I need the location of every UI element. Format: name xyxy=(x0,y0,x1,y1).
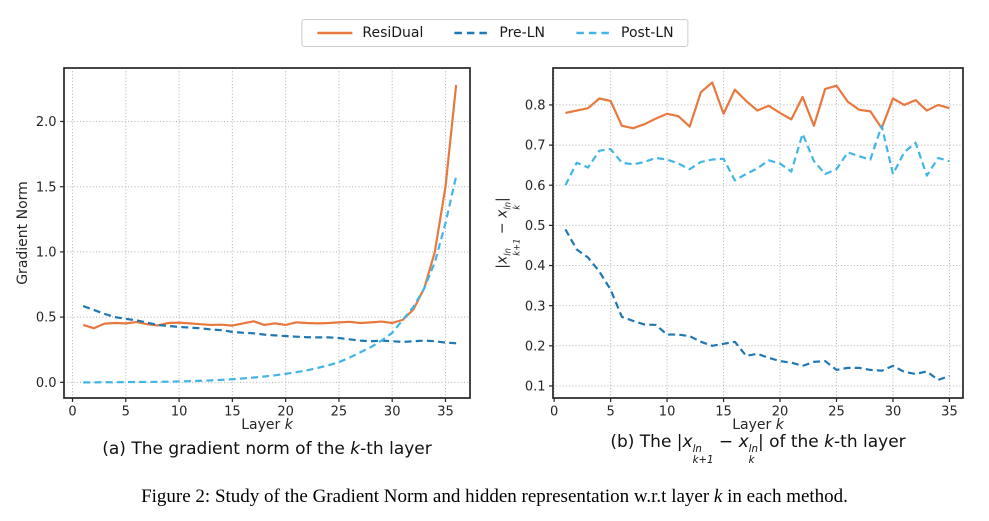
svg-text:0.6: 0.6 xyxy=(525,179,546,194)
svg-text:0.0: 0.0 xyxy=(36,376,57,391)
svg-text:35: 35 xyxy=(941,405,958,420)
svg-text:0: 0 xyxy=(550,405,558,420)
svg-text:0.8: 0.8 xyxy=(525,99,546,114)
svg-text:1.5: 1.5 xyxy=(36,180,57,195)
subcaption-a: (a) The gradient norm of the k-th layer xyxy=(102,439,432,459)
figure-caption: Figure 2: Study of the Gradient Norm and… xyxy=(141,486,848,507)
svg-text:1.0: 1.0 xyxy=(36,246,57,261)
subcaption-b: (b) The |x ln k+1 − x ln k | of the k-th laye… xyxy=(610,431,906,466)
legend-item-post-ln: Post-LN xyxy=(575,25,674,41)
legend-item-pre-ln: Pre-LN xyxy=(453,25,545,41)
svg-text:30: 30 xyxy=(384,405,401,420)
legend-label-post-ln: Post-LN xyxy=(621,25,674,41)
x-axis-label-left: Layer k xyxy=(241,417,293,433)
legend: ResiDual Pre-LN Post-LN xyxy=(301,19,689,47)
svg-text:0.4: 0.4 xyxy=(525,259,546,274)
chart-gradient-norm: 0 5 10 15 20 25 30 35 0.0 0.5 1.0 1.5 2.0 xyxy=(36,67,471,420)
svg-text:0.7: 0.7 xyxy=(525,139,546,154)
svg-text:15: 15 xyxy=(715,405,732,420)
svg-text:20: 20 xyxy=(772,405,789,420)
svg-text:5: 5 xyxy=(122,405,130,420)
residual-line-swatch xyxy=(317,31,353,35)
svg-text:0.3: 0.3 xyxy=(525,299,546,314)
svg-text:0: 0 xyxy=(68,405,76,420)
svg-text:25: 25 xyxy=(828,405,845,420)
svg-text:5: 5 xyxy=(606,405,614,420)
y-axis-label-gradient-norm: Gradient Norm xyxy=(15,181,31,285)
legend-label-residual: ResiDual xyxy=(362,25,424,41)
svg-text:25: 25 xyxy=(331,405,348,420)
legend-label-pre-ln: Pre-LN xyxy=(499,25,545,41)
svg-text:2.0: 2.0 xyxy=(36,115,57,130)
svg-text:0.1: 0.1 xyxy=(525,380,546,395)
y-axis-label-hidden-difference: |x ln k+1 − x ln k | xyxy=(494,197,522,269)
svg-text:35: 35 xyxy=(437,405,454,420)
svg-text:0.5: 0.5 xyxy=(525,219,546,234)
svg-text:30: 30 xyxy=(885,405,902,420)
svg-text:10: 10 xyxy=(171,405,188,420)
post-ln-line-swatch xyxy=(576,31,611,35)
svg-text:0.5: 0.5 xyxy=(36,311,57,326)
x-axis-label-right: Layer k xyxy=(732,417,784,433)
svg-text:0.2: 0.2 xyxy=(525,339,546,354)
pre-ln-line-swatch xyxy=(454,31,490,35)
svg-text:10: 10 xyxy=(659,405,676,420)
chart-hidden-representation: 0 5 10 15 20 25 30 35 0.1 0.2 0.3 0.4 0.5 0.6 0.7 0.8 xyxy=(525,67,964,420)
svg-text:20: 20 xyxy=(277,405,294,420)
svg-text:15: 15 xyxy=(224,405,241,420)
legend-item-residual: ResiDual xyxy=(316,25,423,41)
